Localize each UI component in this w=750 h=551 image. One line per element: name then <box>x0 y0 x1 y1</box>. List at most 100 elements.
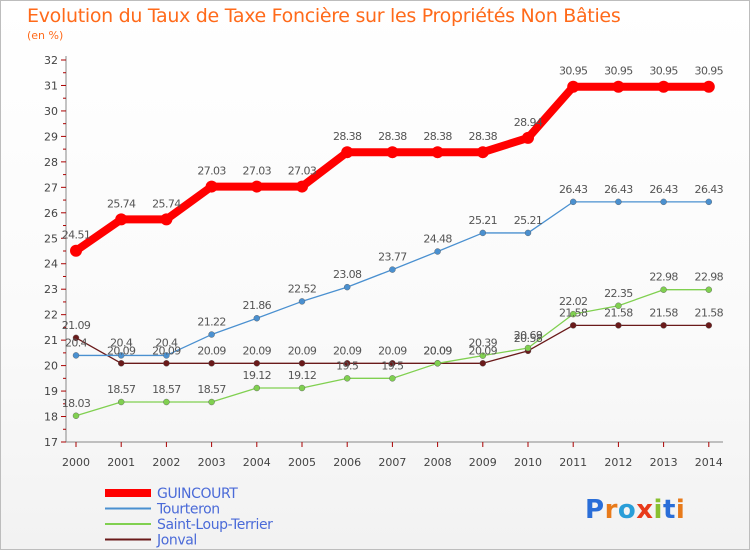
data-point <box>386 146 399 159</box>
data-point <box>570 310 577 318</box>
chart-title: Evolution du Taux de Taxe Foncière sur l… <box>27 5 621 27</box>
data-point <box>479 360 486 367</box>
data-label: 25.21 <box>469 214 498 227</box>
x-tick-label: 2014 <box>695 456 723 469</box>
data-point <box>476 146 489 159</box>
data-label: 26.43 <box>649 183 678 196</box>
data-label: 30.95 <box>649 65 678 78</box>
series-layer <box>70 80 715 419</box>
x-tick-label: 2005 <box>288 456 316 469</box>
data-point <box>72 334 80 342</box>
data-label: 18.03 <box>62 397 91 410</box>
logo-letter: i <box>654 495 663 525</box>
data-point <box>341 146 354 159</box>
data-label: 21.58 <box>559 306 588 319</box>
data-label: 19.12 <box>288 369 317 382</box>
x-tick-label: 2009 <box>469 456 497 469</box>
x-tick-label: 2007 <box>378 456 406 469</box>
data-point <box>389 266 396 273</box>
data-label: 27.03 <box>197 165 226 178</box>
x-tick-label: 2003 <box>198 456 226 469</box>
data-label: 21.86 <box>243 299 272 312</box>
data-point <box>615 302 622 309</box>
data-point <box>570 198 577 206</box>
y-tick-label: 21 <box>44 334 58 347</box>
data-label: 20.4 <box>110 336 133 349</box>
data-point <box>253 360 261 367</box>
data-label: 28.38 <box>378 130 407 143</box>
logo-wordmark: Proxiti <box>585 495 685 525</box>
data-label: 20.09 <box>152 344 181 357</box>
data-point <box>117 398 125 406</box>
data-point <box>160 213 173 226</box>
data-point <box>298 360 306 367</box>
y-tick-label: 23 <box>44 283 58 296</box>
logo-letter: o <box>618 495 636 525</box>
data-label: 20.58 <box>514 332 543 345</box>
x-tick-label: 2010 <box>514 456 542 469</box>
data-point <box>524 229 532 237</box>
data-label: 25.74 <box>152 197 181 210</box>
data-label: 20.69 <box>514 329 543 342</box>
data-point <box>705 286 712 293</box>
x-tick-label: 2001 <box>107 456 135 469</box>
data-label: 28.38 <box>469 130 498 143</box>
y-tick-label: 24 <box>44 258 58 271</box>
data-point <box>705 198 712 206</box>
data-label: 20.09 <box>107 344 136 357</box>
data-label: 18.57 <box>107 383 136 396</box>
data-point <box>612 80 625 93</box>
x-tick-label: 2006 <box>333 456 361 469</box>
x-tick-label: 2011 <box>559 456 587 469</box>
data-label: 23.08 <box>333 268 362 281</box>
data-point <box>72 412 80 419</box>
data-point <box>298 384 306 392</box>
data-point <box>72 352 80 359</box>
data-point <box>522 131 534 144</box>
data-point <box>431 146 444 159</box>
data-point <box>567 80 580 93</box>
legend: GUINCOURTTourteronSaint-Loup-TerrierJonv… <box>105 486 274 549</box>
x-tick-label: 2012 <box>604 456 632 469</box>
y-tick-label: 28 <box>44 156 58 169</box>
data-label: 20.09 <box>333 344 362 357</box>
legend-label: Saint-Loup-Terrier <box>157 517 273 533</box>
data-label: 23.77 <box>378 251 407 264</box>
y-tick-label: 19 <box>44 385 58 398</box>
data-point <box>117 352 125 359</box>
y-tick-label: 20 <box>44 360 58 373</box>
data-point <box>117 360 125 367</box>
data-label: 18.57 <box>197 383 226 396</box>
data-label: 20.09 <box>423 344 452 357</box>
logo-letter: x <box>636 495 653 525</box>
y-tick-label: 27 <box>44 181 58 194</box>
data-label: 21.58 <box>695 306 724 319</box>
data-point <box>344 375 351 382</box>
data-label: 20.4 <box>65 336 88 349</box>
data-point <box>163 352 170 359</box>
data-label: 27.03 <box>243 165 272 178</box>
data-label: 28.94 <box>514 116 543 129</box>
y-tick-label: 22 <box>44 309 58 322</box>
data-label: 21.22 <box>197 316 226 329</box>
data-label: 25.74 <box>107 197 136 210</box>
unit-label: (en %) <box>27 29 64 42</box>
x-tick-label: 2004 <box>243 456 271 469</box>
data-point <box>660 286 667 293</box>
data-point <box>163 398 170 406</box>
y-tick-label: 31 <box>44 79 58 92</box>
data-point <box>615 198 622 206</box>
data-label: 20.09 <box>378 344 407 357</box>
data-label: 26.43 <box>604 183 633 196</box>
data-label: 19.12 <box>243 369 272 382</box>
data-point <box>702 80 715 93</box>
data-label: 26.43 <box>559 183 588 196</box>
data-label: 25.21 <box>514 214 543 227</box>
data-point <box>205 180 218 193</box>
data-point <box>298 298 306 305</box>
data-point <box>389 375 396 382</box>
logo-letter: r <box>605 495 618 525</box>
x-tick-label: 2008 <box>424 456 452 469</box>
data-label: 28.38 <box>333 130 362 143</box>
